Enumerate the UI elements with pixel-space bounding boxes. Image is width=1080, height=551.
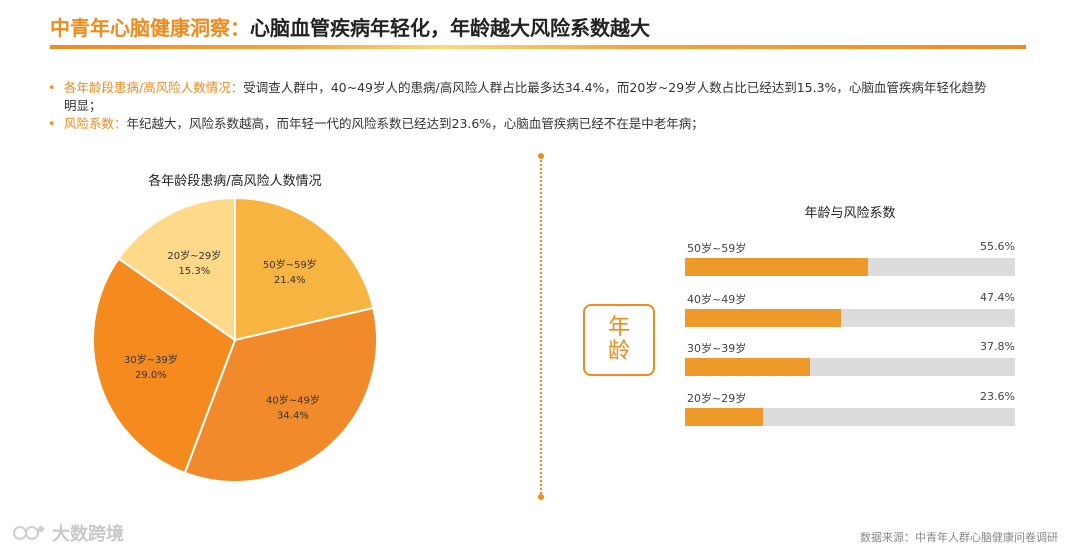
pie-value-label: 21.4% <box>274 275 306 286</box>
pie-chart: 50岁~59岁 21.4% 40岁~49岁 34.4% 30岁~39岁 29.0% 20岁~… <box>92 196 378 483</box>
bar-category-label: 20岁~29岁 <box>687 392 747 405</box>
bullet-content: 风险系数：年纪越大，风险系数越高，而年轻一代的风险系数已经达到23.6%，心脑血… <box>64 115 704 133</box>
pie-slice <box>92 257 237 475</box>
watermark-text: 大数跨境 <box>52 524 124 545</box>
bar-category-label: 40岁~49岁 <box>687 293 747 306</box>
bar-chart-title: 年龄与风险系数 <box>804 206 896 221</box>
bullet-label: 风险系数： <box>64 116 127 131</box>
pie-value-label: 34.4% <box>277 410 309 421</box>
bar-value-label: 47.4% <box>980 291 1015 304</box>
age-badge: 年 龄 <box>583 304 655 376</box>
bar-category-label: 50岁~59岁 <box>687 242 747 255</box>
bullet-item: • 风险系数：年纪越大，风险系数越高，而年轻一代的风险系数已经达到23.6%，心… <box>48 115 988 133</box>
bar-category-label: 30岁~39岁 <box>687 342 747 355</box>
bar-value-label: 55.6% <box>980 240 1015 253</box>
bar-fill <box>685 408 763 426</box>
watermark-logo-icon <box>13 526 44 540</box>
bar-track <box>685 408 1015 426</box>
bar-track <box>685 258 1015 276</box>
pie-chart-title: 各年龄段患病/高风险人数情况 <box>148 174 322 189</box>
bar-fill <box>685 309 842 327</box>
pie-slice <box>234 196 375 342</box>
page-title-accent: 中青年心脑健康洞察： <box>50 16 250 40</box>
age-badge-line1: 年 <box>607 315 630 340</box>
pie-category-label: 40岁~49岁 <box>266 393 320 406</box>
bullet-item: • 各年龄段患病/高风险人数情况：受调查人群中，40~49岁人的患病/高风险人群… <box>48 79 988 115</box>
pie-category-label: 30岁~39岁 <box>124 353 178 366</box>
pie-slice <box>183 306 378 483</box>
bar-track <box>685 358 1015 376</box>
page-title: 中青年心脑健康洞察：心脑血管疾病年轻化，年龄越大风险系数越大 <box>50 12 650 41</box>
section-divider <box>540 157 542 497</box>
age-badge-line2: 龄 <box>607 339 630 364</box>
pie-category-label: 50岁~59岁 <box>263 258 317 271</box>
pie-value-label: 15.3% <box>178 266 210 277</box>
bullet-text: 受调查人群中，40~49岁人的患病/高风险人群占比最多达34.4%，而20岁~2… <box>64 80 987 113</box>
bar-fill <box>685 258 869 276</box>
pie-value-label: 29.0% <box>135 370 167 381</box>
bar-fill <box>685 358 810 376</box>
bullet-text: 年纪越大，风险系数越高，而年轻一代的风险系数已经达到23.6%，心脑血管疾病已经… <box>126 116 704 131</box>
bullet-dot: • <box>48 80 56 95</box>
divider-cap-top <box>538 153 544 159</box>
title-underline <box>50 45 1026 49</box>
data-source: 数据来源：中青年人群心脑健康问卷调研 <box>860 531 1058 544</box>
summary-bullets: • 各年龄段患病/高风险人数情况：受调查人群中，40~49岁人的患病/高风险人群… <box>48 79 988 133</box>
bar-track <box>685 309 1015 327</box>
bullet-content: 各年龄段患病/高风险人数情况：受调查人群中，40~49岁人的患病/高风险人群占比… <box>64 79 988 115</box>
bullet-dot: • <box>48 116 56 131</box>
bullet-label: 各年龄段患病/高风险人数情况： <box>64 80 244 95</box>
watermark: 大数跨境 <box>12 520 124 546</box>
pie-category-label: 20岁~29岁 <box>167 249 221 262</box>
bar-value-label: 23.6% <box>980 390 1015 403</box>
bar-value-label: 37.8% <box>980 340 1015 353</box>
pie-slice <box>117 196 236 342</box>
divider-cap-bottom <box>538 494 544 500</box>
page-title-main: 心脑血管疾病年轻化，年龄越大风险系数越大 <box>250 16 650 40</box>
